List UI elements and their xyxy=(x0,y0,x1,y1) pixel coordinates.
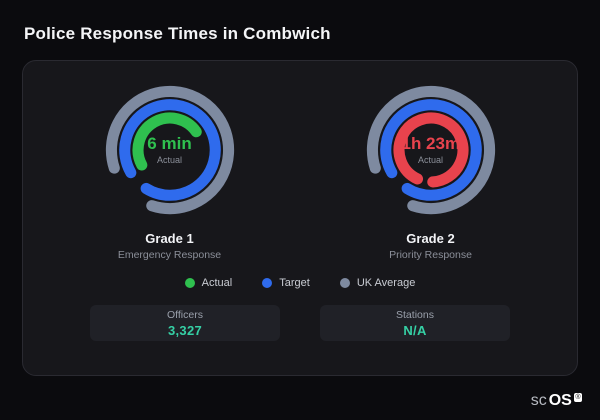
stats-row: Officers 3,327 Stations N/A xyxy=(39,305,561,341)
legend-dot-actual-icon xyxy=(184,278,195,288)
legend-dot-uk-average-icon xyxy=(339,278,350,288)
gauge-grade-1-title: Grade 1 xyxy=(145,231,194,246)
gauge-grade-1-subtitle: Emergency Response xyxy=(117,249,222,261)
gauge-chart-grade-1 xyxy=(105,85,234,215)
legend-item-target[interactable]: Target xyxy=(262,277,310,289)
gauge-grade-2: 1h 23m Actual Grade 2 Priority Response xyxy=(311,79,551,261)
page-title: Police Response Times in Combwich xyxy=(24,24,331,43)
legend-dot-target-icon xyxy=(262,278,273,288)
gauge-grade-1: 6 min Actual Grade 1 Emergency Response xyxy=(50,79,290,261)
scos-logo-suffix: OS xyxy=(548,392,572,409)
legend-label-uk-average: UK Average xyxy=(356,277,416,289)
gauge-grade-2-title: Grade 2 xyxy=(406,231,455,246)
stat-officers-value: 3,327 xyxy=(167,322,203,338)
gauge-grade-1-rings: 6 min Actual xyxy=(99,79,241,221)
gauges-row: 6 min Actual Grade 1 Emergency Response … xyxy=(39,79,561,261)
stat-officers: Officers 3,327 xyxy=(90,305,280,341)
stat-officers-label: Officers xyxy=(167,308,203,321)
gauge-grade-2-subtitle: Priority Response xyxy=(389,249,472,261)
gauge-grade-2-rings: 1h 23m Actual xyxy=(360,79,502,221)
registered-trademark-icon: ® xyxy=(573,393,582,402)
scos-logo: sc OS ® xyxy=(531,392,582,410)
legend-item-actual[interactable]: Actual xyxy=(184,277,233,289)
scos-logo-prefix: sc xyxy=(530,392,547,409)
gauge-chart-grade-2 xyxy=(366,85,495,215)
response-times-card: 6 min Actual Grade 1 Emergency Response … xyxy=(22,60,578,376)
stat-stations: Stations N/A xyxy=(320,305,510,341)
legend: Actual Target UK Average xyxy=(39,277,561,289)
stat-stations-value: N/A xyxy=(403,322,427,338)
legend-label-actual: Actual xyxy=(201,277,233,289)
legend-item-uk-average[interactable]: UK Average xyxy=(339,277,416,289)
legend-label-target: Target xyxy=(279,277,310,289)
stat-stations-label: Stations xyxy=(396,308,434,321)
